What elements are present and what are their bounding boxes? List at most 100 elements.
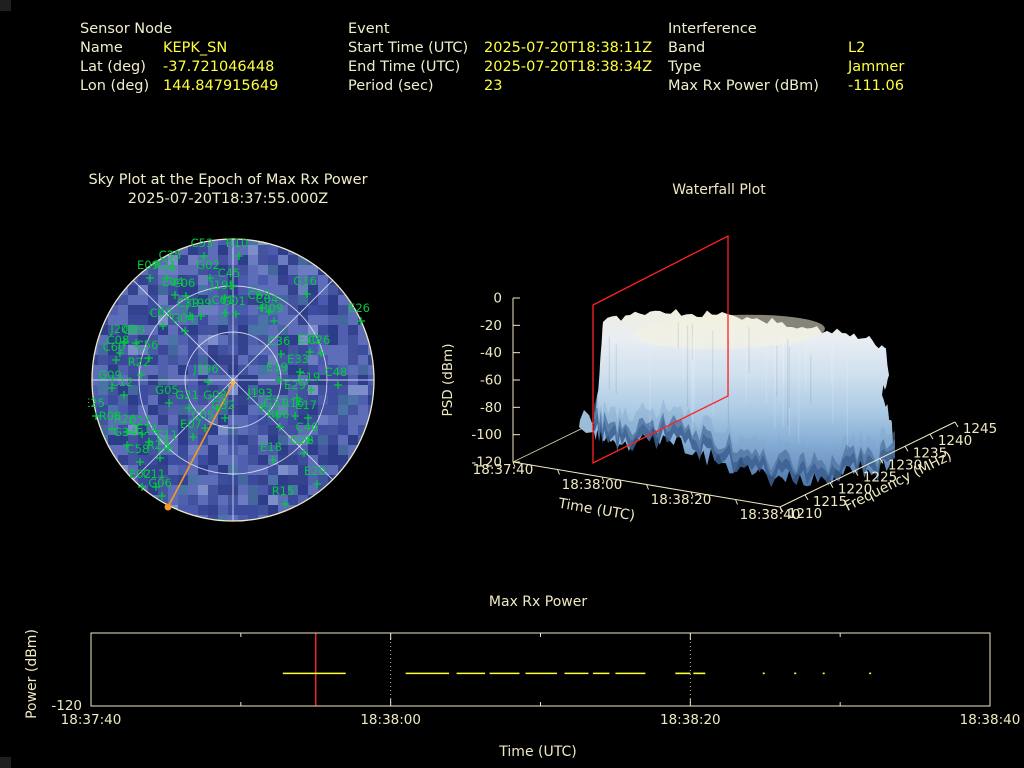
satellite-label: E09: [137, 258, 159, 272]
satellite-label: R21: [154, 258, 177, 272]
interference-band-label: Band: [668, 40, 706, 56]
satellite-label: R22: [128, 355, 151, 369]
satellite-label: C04: [256, 292, 279, 306]
interference-bearing-line: [167, 382, 234, 508]
satellite-label: G09: [98, 368, 122, 382]
event-end-label: End Time (UTC): [348, 59, 461, 75]
waterfall-surface: [579, 309, 895, 488]
sensor-lon-label: Lon (deg): [80, 78, 150, 94]
tick-label: 18:38:20: [660, 712, 721, 728]
satellite-label: R15: [272, 484, 295, 498]
satellite-label: E33: [287, 352, 309, 366]
sensor-node-title: Sensor Node: [80, 21, 173, 37]
satellite-label: G01: [222, 294, 246, 308]
satellite-label: E02: [129, 467, 151, 481]
tick-label: 18:38:40: [740, 507, 801, 523]
sensor-lon-value: 144.847915649: [163, 78, 279, 94]
satellite-label: C19: [298, 370, 321, 384]
tick-label: -120: [51, 698, 82, 714]
x-axis-label: Time (UTC): [498, 744, 576, 760]
satellite-label: J199: [185, 296, 211, 310]
window-corner: [0, 0, 11, 11]
interference-type-value: Jammer: [848, 59, 905, 75]
satellite-label: C36: [268, 334, 291, 348]
max-rx-power-chart: Max Rx Power 18:37:40 18:38:00 18:38:20 18:3…: [24, 594, 1021, 760]
max-rx-power-value: -111.06: [848, 78, 904, 94]
tick-label: 1230: [888, 457, 922, 473]
epoch-slice-plane: [592, 234, 729, 465]
satellite-label: E25: [88, 396, 105, 410]
event-start-value: 2025-07-20T18:38:11Z: [484, 40, 653, 56]
sensor-name-label: Name: [80, 40, 123, 56]
satellite-label: E29: [284, 378, 306, 392]
satellite-label: E30: [297, 332, 319, 346]
satellite-label: G34: [113, 425, 137, 439]
satellite-label: E14: [136, 422, 158, 436]
tick-label: 1220: [838, 482, 872, 498]
power-chart-title: Max Rx Power: [489, 594, 587, 610]
satellite-label: G05: [155, 383, 179, 397]
satellite-label: C39: [177, 296, 200, 310]
satellite-label: C03: [150, 306, 173, 320]
satellite-label: G04: [171, 311, 195, 325]
satellite-label: G08: [203, 388, 227, 402]
satellite-label: C45: [218, 266, 241, 280]
time-axis-label: Time (UTC): [556, 496, 636, 525]
satellite-label: G32: [211, 398, 235, 412]
frequency-axis: [779, 421, 956, 508]
satellite-label: R08: [99, 409, 122, 423]
tick-label: 18:38:40: [960, 712, 1021, 728]
window-corner: [0, 757, 11, 768]
satellite-label: C46: [296, 420, 319, 434]
event-period-value: 23: [484, 78, 503, 94]
satellite-label: C58: [127, 442, 150, 456]
skyplot-title: Sky Plot at the Epoch of Max Rx Power: [88, 172, 368, 188]
tick-label: 1240: [938, 433, 972, 449]
interference-band-value: L2: [848, 40, 866, 56]
satellite-label: J200: [109, 322, 135, 336]
event-start-label: Start Time (UTC): [348, 40, 469, 56]
waterfall-title: Waterfall Plot: [672, 182, 766, 198]
satellite-label: C60: [103, 340, 126, 354]
skyplot-epoch: 2025-07-20T18:37:55.000Z: [127, 191, 329, 207]
satellite-label: C53: [191, 236, 214, 250]
y-axis-label: Power (dBm): [24, 629, 40, 719]
plot-frame: [90, 632, 991, 707]
sensor-lat-value: -37.721046448: [163, 59, 275, 75]
satellite-label: J193: [246, 386, 272, 400]
satellite-label: C26: [308, 333, 331, 347]
tick-label: -120: [471, 455, 502, 471]
tick-label: 0: [493, 291, 502, 307]
satellite-label: J196: [192, 362, 218, 376]
satellite-label: G28: [290, 433, 314, 447]
psd-axis-label: PSD (dBm): [440, 344, 456, 417]
sensor-name-value: KEPK_SN: [163, 40, 228, 56]
tick-label: -40: [480, 345, 502, 361]
tick-label: 18:38:20: [651, 492, 712, 508]
event-title: Event: [348, 21, 390, 37]
satellite-label: E17: [295, 398, 317, 412]
satellite-label: E11: [156, 428, 178, 442]
tick-label: 1235: [913, 445, 947, 461]
tick-label: -100: [471, 427, 502, 443]
satellite-label: E26: [348, 301, 370, 315]
interference-direction-dot: [164, 503, 172, 511]
satellite-label: C56: [136, 338, 159, 352]
tick-label: 1210: [788, 506, 822, 522]
sensor-node-panel: Sensor Node Name KEPK_SN Lat (deg) -37.721…: [80, 20, 278, 96]
satellite-label: G21: [175, 388, 199, 402]
satellite-label: E19: [266, 360, 288, 374]
satellite-label: R16: [282, 396, 305, 410]
satellite-label: C06: [173, 276, 196, 290]
satellite-label: R23: [147, 438, 170, 452]
interference-title: Interference: [668, 21, 757, 37]
max-rx-power-label: Max Rx Power (dBm): [668, 78, 819, 94]
interference-panel: Interference Band L2 Type Jammer Max Rx Po…: [668, 20, 904, 96]
tick-label: 1225: [863, 470, 897, 486]
tick-label: 1215: [813, 494, 847, 510]
satellite-label: G06: [148, 476, 172, 490]
satellite-label: E07: [180, 417, 202, 431]
